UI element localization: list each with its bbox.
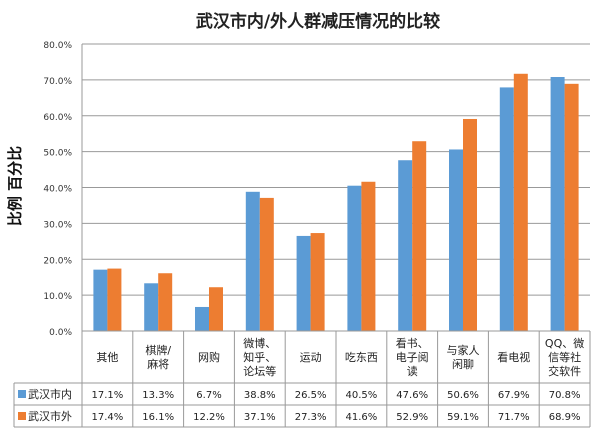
data-label: 52.9% [396,412,428,423]
data-label: 59.1% [447,412,479,423]
data-label: 67.9% [498,390,530,401]
bar-inner [93,269,108,331]
data-label: 27.3% [295,412,327,423]
bar-inner [499,87,514,331]
legend-swatch [18,412,26,420]
y-tick-label: 40.0% [43,185,72,195]
category-label: 网购 [198,350,220,364]
data-label: 38.8% [244,390,276,401]
bar-inner [144,283,159,331]
data-label: 16.1% [142,412,174,423]
data-label: 40.5% [346,390,378,401]
bar-outer [209,287,223,331]
bar-inner [245,191,260,331]
bar-outer [463,118,477,331]
category-label: 知乎、 [243,350,276,364]
data-label: 41.6% [346,412,378,423]
bar-outer [361,181,376,331]
bar-outer [513,73,528,332]
data-label: 47.6% [396,390,428,401]
category-label: 看电视 [497,350,530,364]
category-label: 其他 [96,351,118,364]
data-label: 17.4% [92,412,124,423]
data-label: 6.7% [196,390,221,401]
bar-outer [259,197,274,331]
bar-inner [449,149,463,331]
category-label: 闲聊 [452,357,474,371]
bar-inner [195,306,209,331]
legend-label: 武汉市外 [28,409,72,423]
bar-inner [296,235,311,331]
y-tick-label: 80.0% [43,41,72,51]
category-label: 与家人 [447,343,480,357]
data-label: 50.6% [447,390,479,401]
data-label: 71.7% [498,412,530,423]
category-label: 电子阅 [396,351,429,364]
data-label: 68.9% [549,412,581,423]
legend-label: 武汉市内 [28,387,72,401]
y-tick-label: 10.0% [43,292,72,302]
category-label: 微博、 [243,336,276,350]
bar-inner [347,185,362,331]
category-label: 麻将 [147,357,169,371]
category-label: 运动 [300,351,322,364]
data-label: 37.1% [244,412,276,423]
bar-outer [412,141,427,331]
y-tick-label: 70.0% [43,77,72,87]
bar-outer [158,273,173,331]
category-label: 信等社 [548,350,581,364]
y-tick-label: 30.0% [43,220,72,230]
category-label: QQ、微 [545,336,584,350]
y-tick-label: 60.0% [43,113,72,123]
y-tick-label: 0.0% [49,328,72,338]
category-label: 交软件 [548,364,581,378]
y-tick-label: 20.0% [43,256,72,266]
data-label: 17.1% [92,390,124,401]
data-label: 12.2% [193,412,225,423]
category-label: 棋牌/ [145,343,171,357]
data-label: 26.5% [295,390,327,401]
category-label: 论坛等 [243,364,276,378]
category-label: 吃东西 [345,351,378,364]
bar-inner [550,77,565,331]
category-label: 看书、 [396,336,429,350]
category-label: 读 [407,364,418,378]
bar-outer [564,83,579,331]
legend-swatch [18,390,26,398]
data-label: 70.8% [549,390,581,401]
chart-title: 武汉市内/外人群减压情况的比较 [196,11,440,32]
data-label: 13.3% [142,390,174,401]
bar-outer [107,268,122,331]
bar-inner [398,160,413,331]
bar-outer [310,233,325,331]
y-axis-label: 比例 百分比 [6,146,24,226]
y-tick-label: 50.0% [43,149,72,159]
